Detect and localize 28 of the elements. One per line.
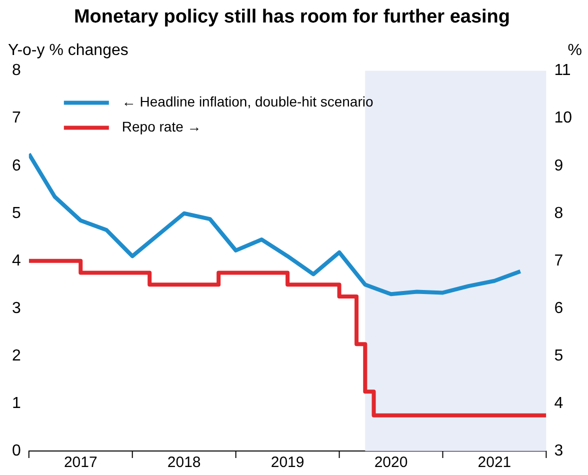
y-tick-label: 7 xyxy=(12,110,21,127)
y-tick-label: 0 xyxy=(12,442,21,460)
y2-tick-label: 3 xyxy=(554,442,564,460)
y2-tick-label: 6 xyxy=(554,300,564,317)
x-tick-label: 2021 xyxy=(478,454,512,472)
chart-title: Monetary policy still has room for further easing xyxy=(74,6,510,28)
y-tick-label: 5 xyxy=(12,204,21,222)
y2-tick-label: 11 xyxy=(554,62,571,80)
x-tick-label: 2020 xyxy=(374,454,408,472)
y2-tick-label: 5 xyxy=(554,347,564,364)
y2-tick-label: 7 xyxy=(554,252,564,270)
legend-label: Repo rate → xyxy=(122,118,202,135)
x-tick-label: 2019 xyxy=(270,454,304,472)
y2-axis-title: % xyxy=(568,42,582,60)
y-tick-label: 1 xyxy=(12,394,21,412)
y-tick-label: 6 xyxy=(12,157,21,174)
y-axis-title: Y-o-y % changes xyxy=(8,42,128,60)
x-tick-label: 2018 xyxy=(167,454,201,472)
y2-tick-label: 8 xyxy=(554,204,564,222)
y-tick-label: 8 xyxy=(12,62,21,80)
y2-tick-label: 9 xyxy=(554,157,564,174)
y-tick-label: 4 xyxy=(12,252,21,270)
y2-tick-label: 10 xyxy=(554,110,572,127)
legend-label: ← Headline inflation, double-hit scenario xyxy=(122,94,374,110)
x-tick-label: 2017 xyxy=(64,454,98,472)
y2-tick-label: 4 xyxy=(554,394,564,412)
y-tick-label: 2 xyxy=(12,347,21,364)
y-tick-label: 3 xyxy=(12,300,21,317)
